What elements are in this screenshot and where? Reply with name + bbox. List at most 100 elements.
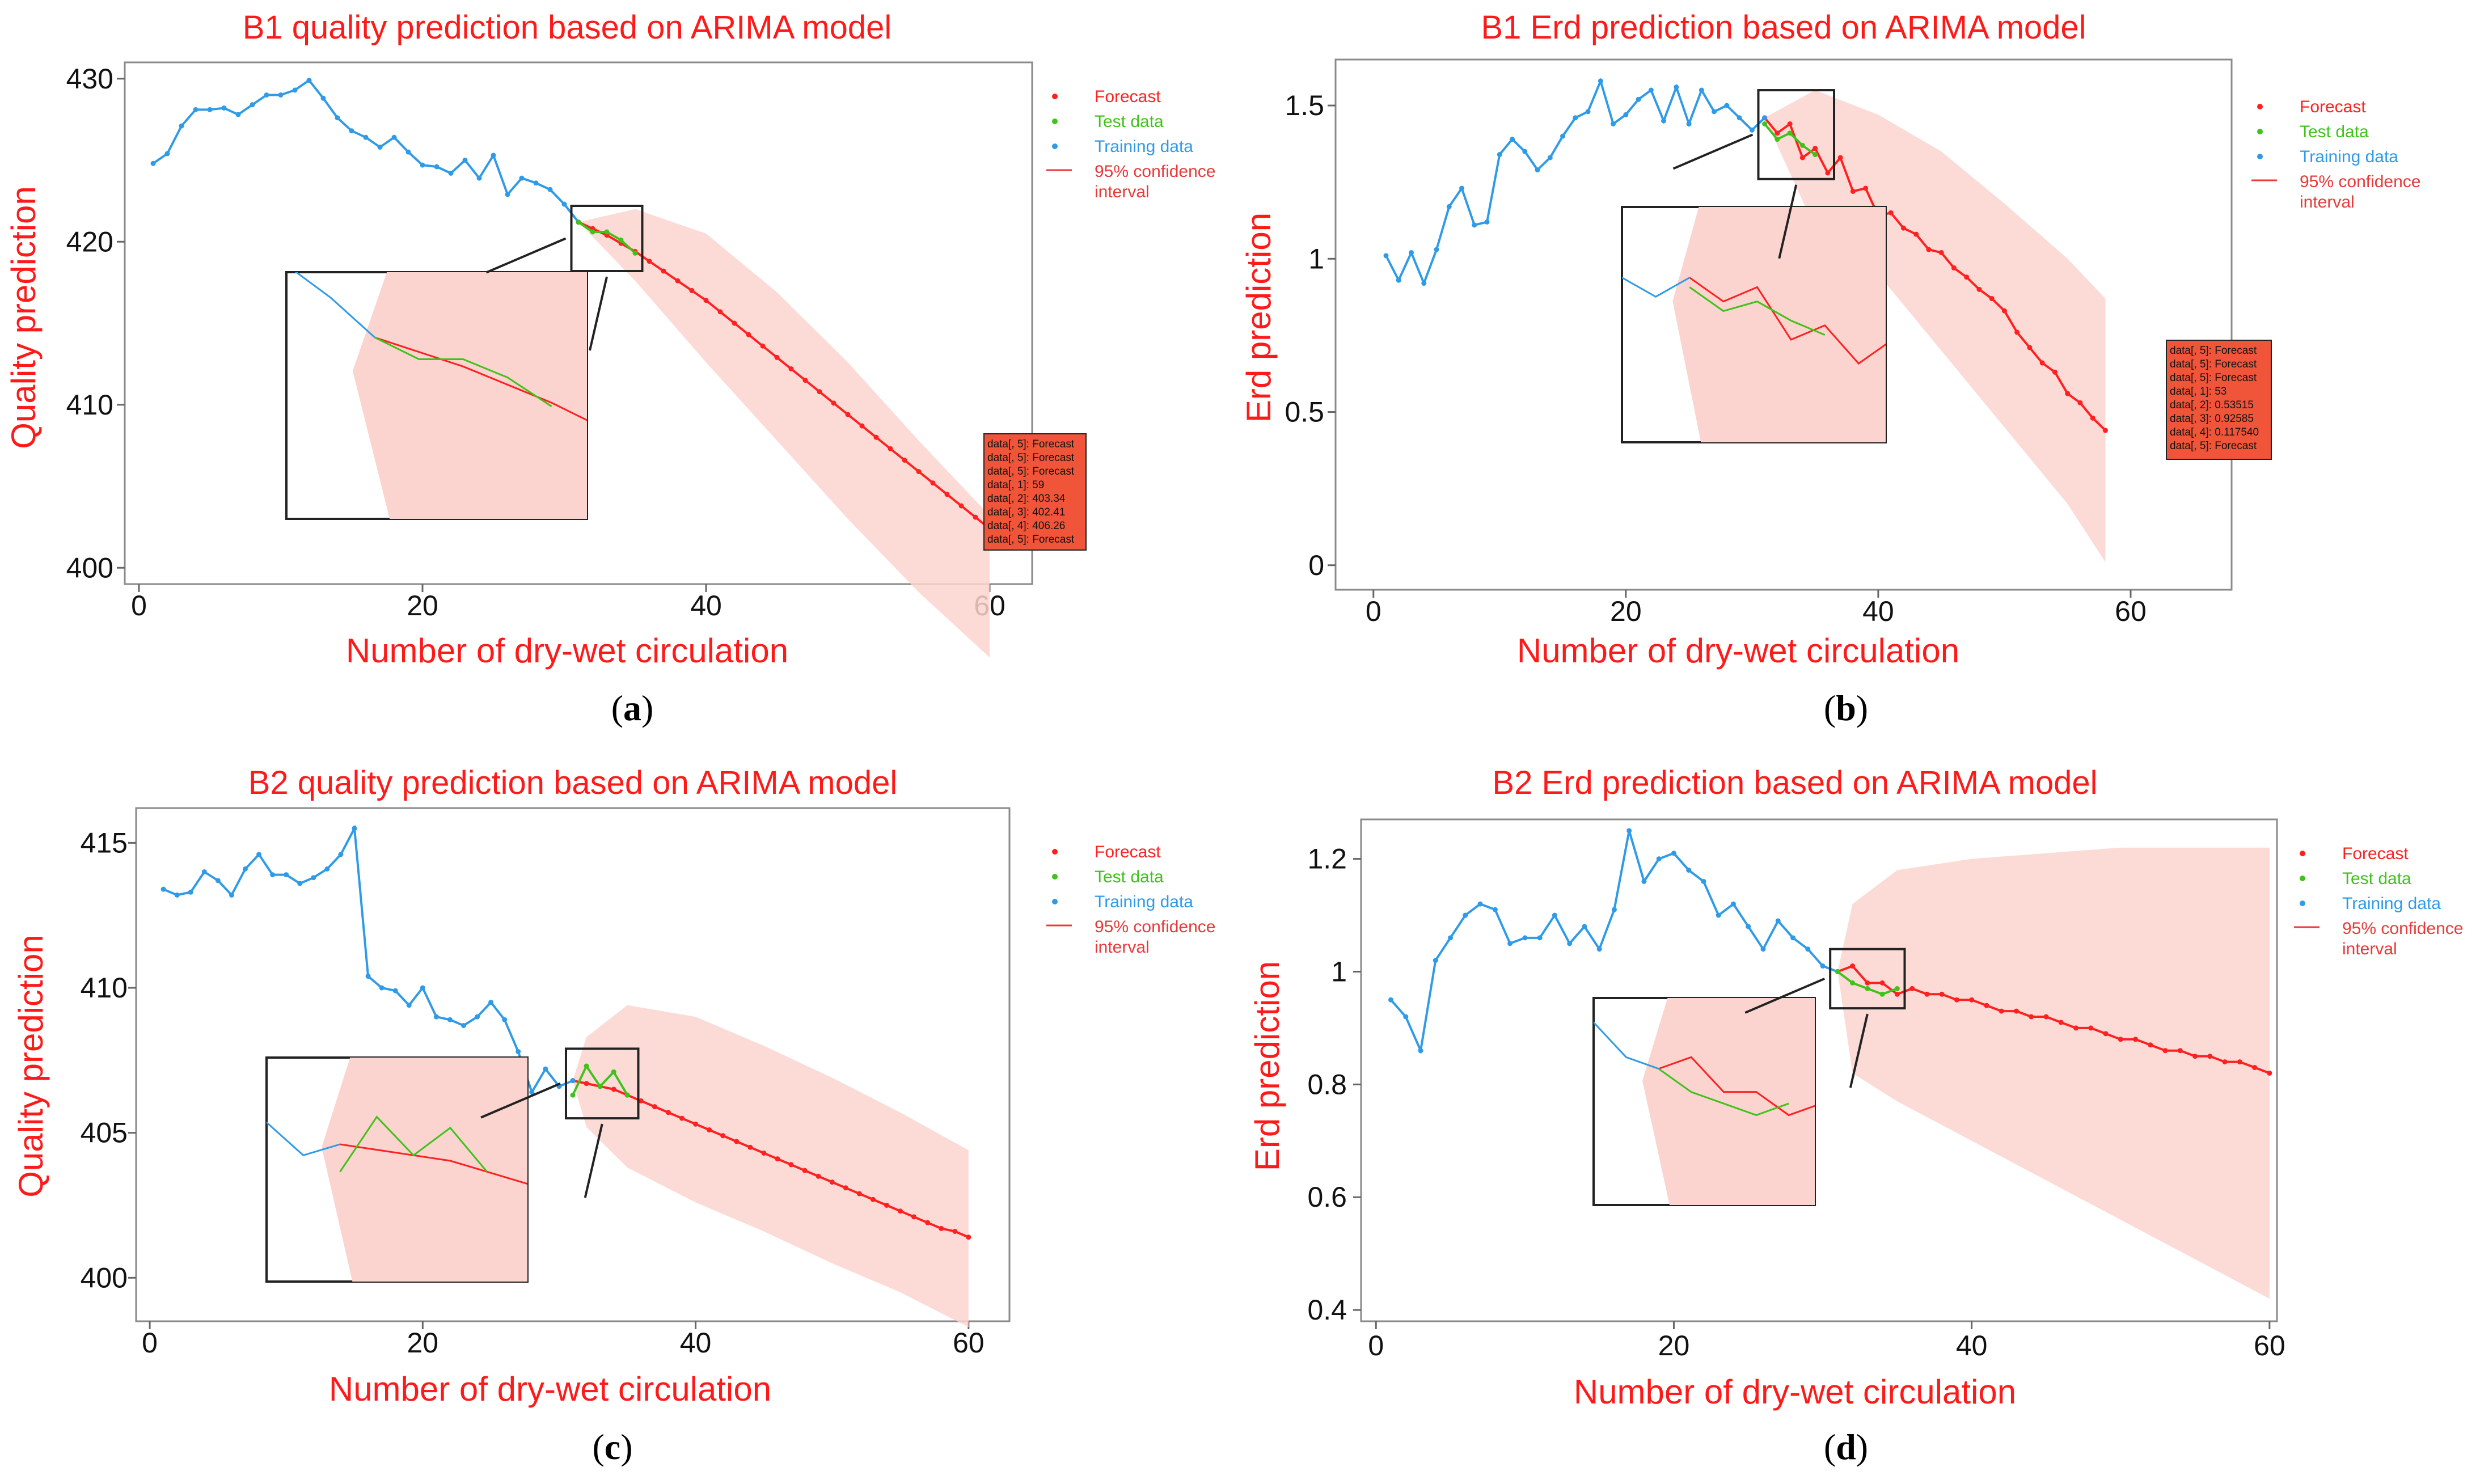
training-data-point [278, 92, 284, 98]
tooltip-line: data[, 5]: Forecast [2170, 358, 2257, 370]
test-data-point [618, 237, 624, 243]
training-data-point [1477, 901, 1483, 907]
training-data-point [434, 164, 440, 170]
legend-label-ci: 95% confidence [2342, 919, 2464, 938]
x-tick-label: 40 [1956, 1330, 1988, 1362]
training-data-point [1418, 1048, 1423, 1054]
training-data-point [1596, 946, 1602, 952]
x-tick-label: 0 [1366, 595, 1381, 627]
test-data-point [590, 229, 595, 235]
legend-label-forecast: Forecast [1095, 843, 1161, 861]
tooltip-line: data[, 5]: Forecast [2170, 345, 2257, 357]
forecast-point [1837, 155, 1843, 160]
forecast-point [1926, 247, 1932, 252]
training-data-point [201, 869, 207, 874]
training-data-point [488, 1000, 494, 1005]
training-data-point [1724, 103, 1730, 108]
forecast-point [845, 412, 851, 417]
legend-label-ci: 95% confidence [1095, 162, 1216, 181]
forecast-point [584, 1081, 589, 1086]
y-tick-label: 0.4 [1307, 1294, 1347, 1326]
training-data-point [284, 872, 289, 878]
inset-content [294, 272, 587, 519]
legend-label-training: Training data [1095, 137, 1193, 156]
test-data-point [632, 250, 638, 256]
forecast-point [1813, 146, 1818, 151]
zoom-connector-line [1744, 978, 1825, 1014]
training-data-point [1547, 155, 1553, 160]
training-data-point [352, 826, 357, 831]
training-data-point [1760, 946, 1766, 952]
y-tick-label: 1.2 [1307, 843, 1347, 875]
forecast-point [870, 1196, 876, 1202]
tooltip-line: data[, 5]: Forecast [987, 452, 1075, 464]
training-data-point [1686, 121, 1692, 126]
legend-marker-training [1052, 143, 1058, 149]
y-tick-label: 0.5 [1285, 396, 1324, 428]
forecast-point [925, 1220, 931, 1225]
training-data-point [1598, 78, 1603, 84]
training-data-point [1567, 941, 1573, 946]
forecast-point [2192, 1054, 2198, 1059]
legend-label-ci-2: interval [1095, 938, 1150, 957]
training-data-point [1790, 935, 1796, 941]
subfigure-label-b: (b) [1823, 688, 1869, 728]
training-data-point [1434, 247, 1439, 252]
training-data-point [1552, 912, 1557, 918]
forecast-point [1976, 286, 1982, 292]
forecast-point [952, 1228, 958, 1234]
training-data-point [392, 988, 398, 993]
training-data-point [1510, 137, 1515, 142]
y-axis-label: Quality prediction [12, 935, 50, 1198]
training-data-point [1701, 878, 1706, 884]
x-tick-label: 20 [407, 1327, 439, 1359]
forecast-point [1951, 265, 1957, 271]
inset-content [1622, 207, 1886, 442]
training-data-point [1585, 109, 1591, 115]
test-data-point [597, 1084, 603, 1089]
training-data-point [215, 878, 221, 883]
x-tick-label: 40 [680, 1327, 712, 1359]
training-data-point [1573, 115, 1578, 121]
training-data-point [420, 985, 425, 991]
forecast-point [788, 366, 794, 371]
training-data-point [1661, 118, 1667, 124]
zoom-connector-line [1849, 1013, 1869, 1088]
test-data-point [570, 1092, 576, 1098]
chart-panel-c: B2 quality prediction based on ARIMA mod… [12, 764, 1216, 1408]
training-data-point [475, 1014, 480, 1020]
forecast-point [802, 1168, 808, 1173]
inset-confidence-band [1642, 998, 1815, 1205]
training-data-point [229, 892, 234, 898]
training-data-point [391, 134, 397, 140]
test-data-point [584, 1063, 589, 1069]
training-data-point [270, 872, 276, 878]
legend-marker-forecast [1052, 94, 1058, 99]
forecast-point [611, 1086, 616, 1092]
training-data-point [476, 175, 482, 181]
legend-label-ci: 95% confidence [1095, 918, 1216, 936]
legend-label-test: Test data [1095, 112, 1164, 131]
training-data-point [292, 87, 298, 93]
forecast-point [665, 1110, 671, 1115]
training-data-point [1388, 997, 1394, 1003]
zoom-connector-line [584, 1123, 603, 1198]
training-data-point [406, 1003, 412, 1008]
x-tick-label: 0 [1368, 1330, 1384, 1362]
forecast-point [2267, 1070, 2272, 1076]
chart-title: B2 Erd prediction based on ARIMA model [1492, 764, 2097, 801]
forecast-point [2090, 415, 2095, 421]
forecast-point [675, 278, 681, 284]
chart-title: B2 quality prediction based on ARIMA mod… [248, 764, 898, 801]
forecast-point [2052, 369, 2057, 375]
forecast-point [2088, 1025, 2094, 1031]
y-tick-label: 405 [81, 1117, 128, 1149]
x-tick-label: 20 [1610, 595, 1642, 627]
forecast-point [1850, 188, 1856, 194]
training-data-point [297, 881, 303, 886]
forecast-point [2237, 1059, 2242, 1065]
legend-label-ci: 95% confidence [2300, 172, 2421, 191]
forecast-point [1984, 1003, 1989, 1008]
forecast-point [661, 268, 666, 274]
